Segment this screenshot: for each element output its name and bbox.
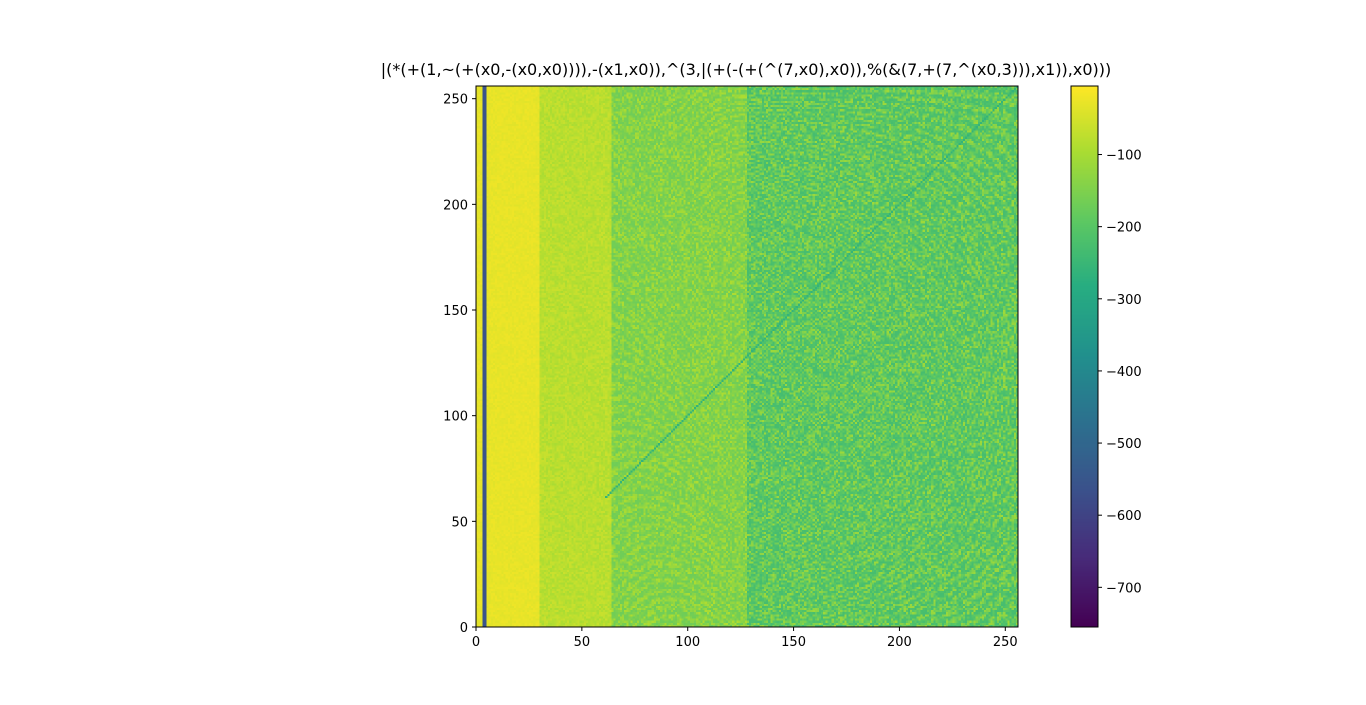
- x-tick-label: 0: [472, 635, 480, 650]
- x-tick-label: 250: [993, 635, 1018, 650]
- colorbar-tick-label: −700: [1106, 581, 1142, 596]
- x-tick-label: 150: [781, 635, 806, 650]
- colorbar-gradient: [1071, 86, 1098, 627]
- y-tick-label: 150: [443, 304, 468, 319]
- colorbar-tick-label: −600: [1106, 509, 1142, 524]
- colorbar-tick-label: −400: [1106, 365, 1142, 380]
- y-axis: 0 50 100 150 200 250: [443, 93, 476, 636]
- colorbar-tick-label: −100: [1106, 149, 1142, 164]
- y-tick-label: 100: [443, 410, 468, 425]
- y-tick-label: 50: [451, 515, 468, 530]
- x-tick-label: 100: [675, 635, 700, 650]
- heatmap-plot-area: [475, 85, 1019, 628]
- x-tick-label: 50: [574, 635, 591, 650]
- colorbar-axis: −100 −200 −300 −400 −500 −600 −700: [1098, 149, 1142, 596]
- y-tick-label: 250: [443, 93, 468, 108]
- colorbar-frame: [1070, 85, 1099, 628]
- plot-frame: [475, 85, 1019, 628]
- heatmap-image: [476, 86, 1018, 627]
- colorbar-tick-label: −200: [1106, 221, 1142, 236]
- colorbar-tick-label: −500: [1106, 437, 1142, 452]
- colorbar-tick-label: −300: [1106, 293, 1142, 308]
- chart-title: |(*(+(1,~(+(x0,-(x0,x0)))),-(x1,x0)),^(3…: [381, 60, 1112, 79]
- y-tick-label: 0: [460, 621, 468, 636]
- colorbar: −100 −200 −300 −400 −500 −600 −700: [1070, 85, 1142, 628]
- y-tick-label: 200: [443, 198, 468, 213]
- x-tick-label: 200: [887, 635, 912, 650]
- x-axis: 0 50 100 150 200 250: [472, 627, 1018, 650]
